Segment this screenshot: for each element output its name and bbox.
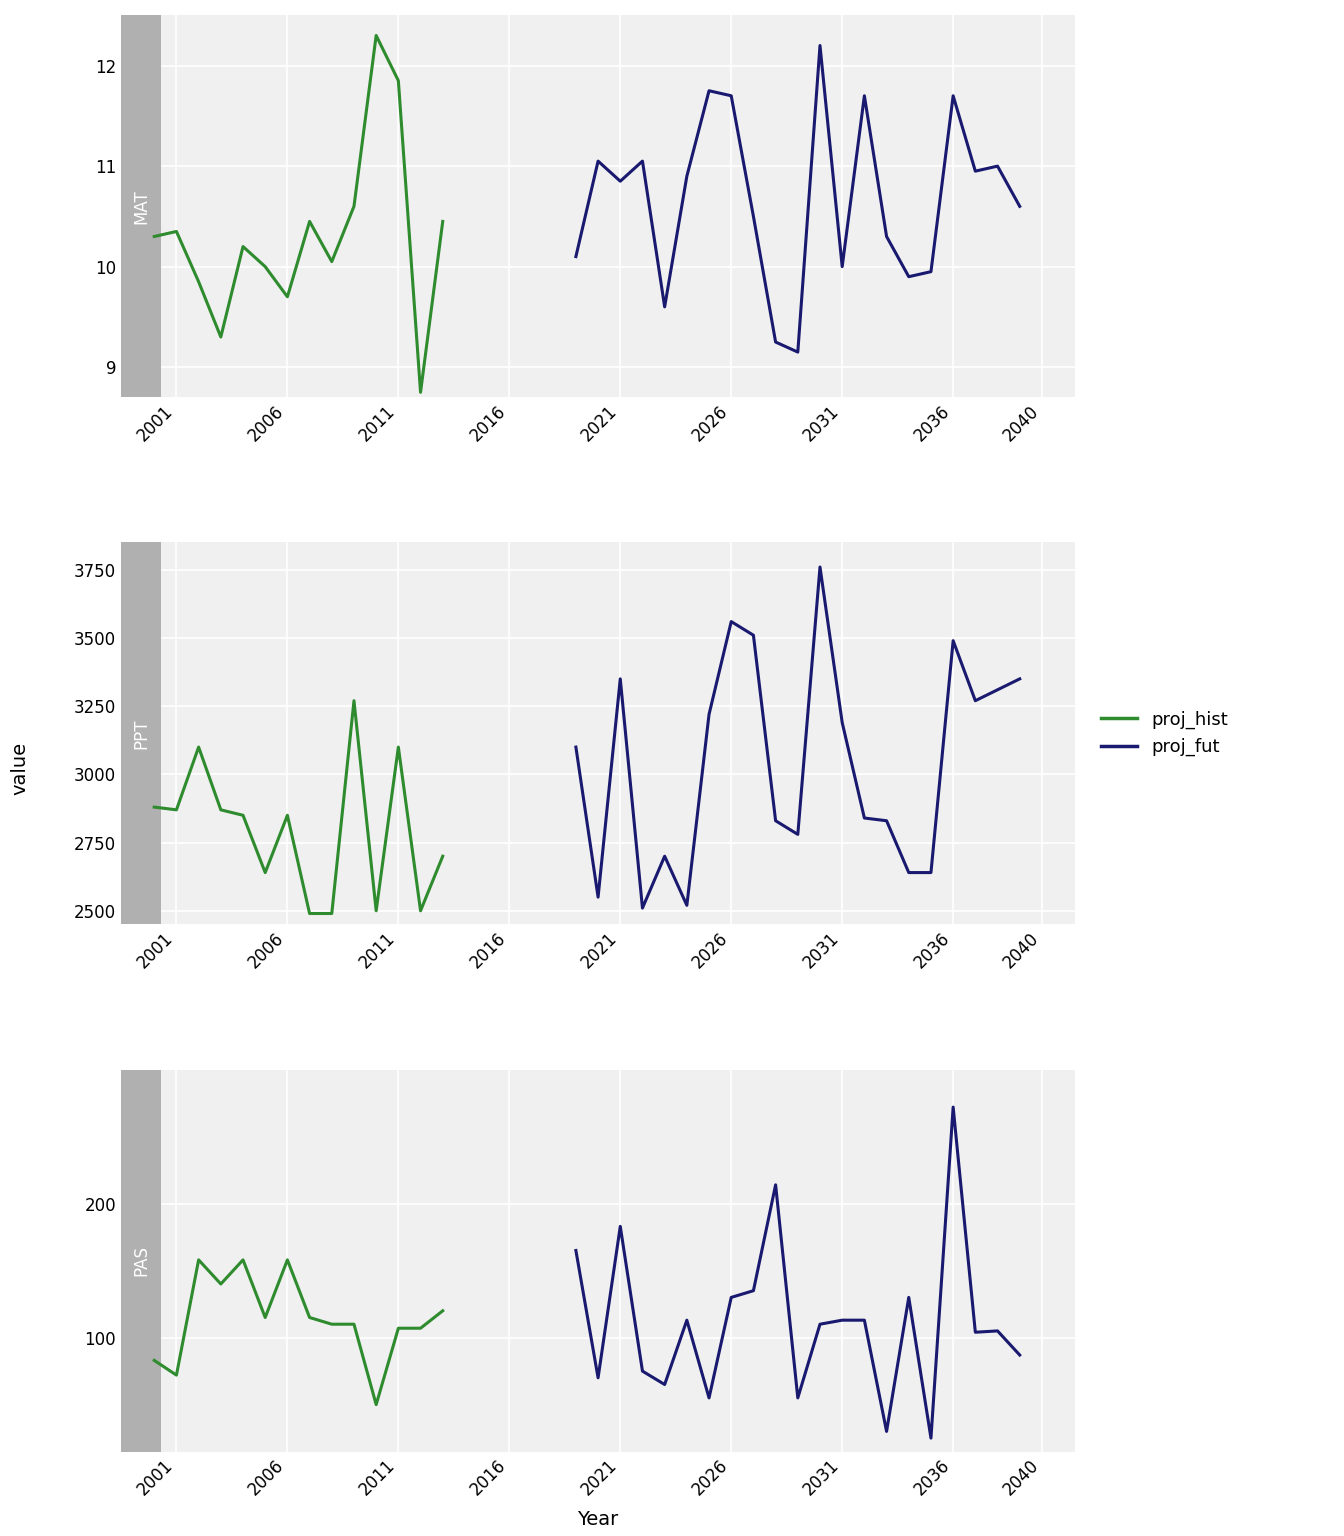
Bar: [121, 542, 161, 925]
Legend: proj_hist, proj_fut: proj_hist, proj_fut: [1094, 703, 1235, 763]
Bar: [121, 15, 161, 398]
Text: MAT: MAT: [132, 189, 151, 224]
Text: PPT: PPT: [132, 719, 151, 748]
Text: PAS: PAS: [132, 1246, 151, 1276]
Bar: [121, 1069, 161, 1452]
X-axis label: Year: Year: [578, 1510, 618, 1530]
Text: value: value: [11, 742, 30, 794]
